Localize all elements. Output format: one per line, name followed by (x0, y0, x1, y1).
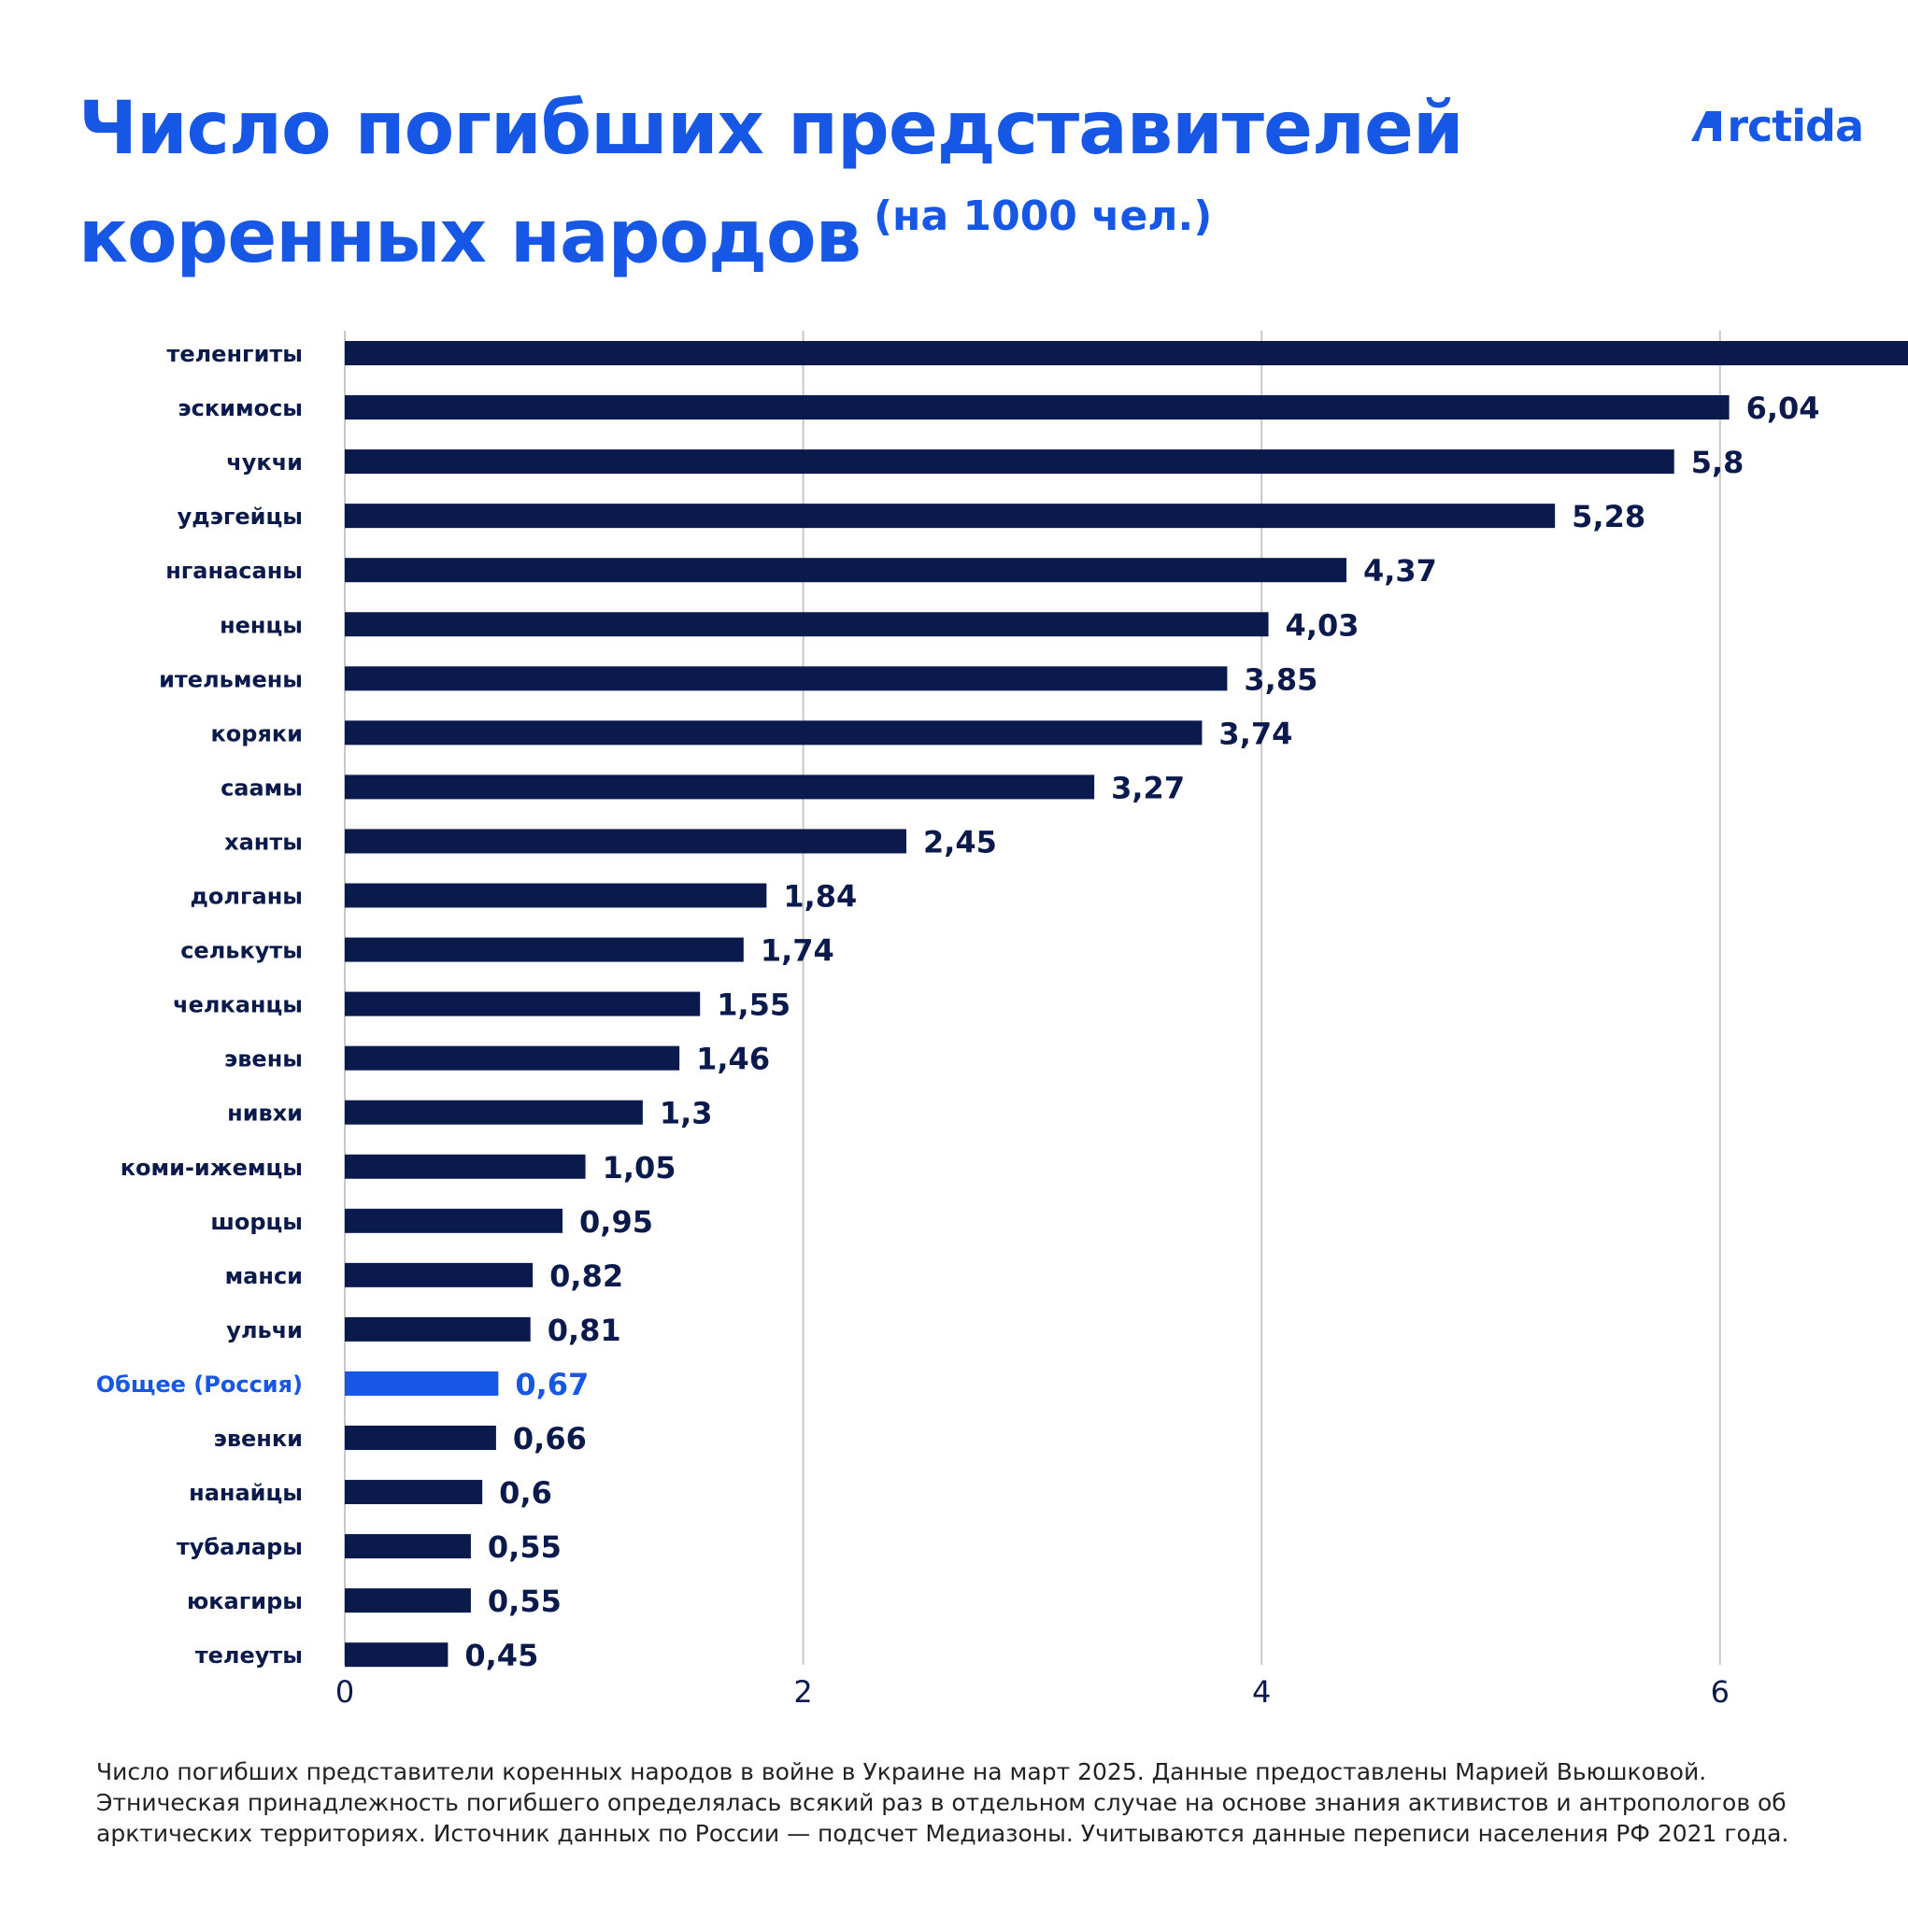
bar (345, 991, 701, 1016)
bar (345, 829, 906, 854)
bar (345, 1534, 471, 1559)
x-tick-label: 6 (1711, 1674, 1730, 1710)
category-label: эскимосы (178, 395, 303, 421)
title-unit: (на 1000 чел.) (873, 192, 1213, 240)
bar-chart: 024681012теленгиты10,26эскимосы6,04чукчи… (96, 331, 1908, 1710)
category-label: тубалары (177, 1534, 303, 1560)
value-label: 2,45 (923, 824, 997, 859)
chart-title: Число погибших представителей коренных н… (78, 86, 1464, 281)
x-tick-label: 0 (335, 1674, 354, 1710)
category-label: коми-ижемцы (121, 1155, 303, 1181)
value-label: 1,46 (696, 1042, 770, 1077)
bar (345, 1100, 643, 1125)
bar (345, 612, 1269, 637)
category-label: юкагиры (187, 1588, 303, 1614)
bar (345, 341, 1908, 365)
bar (345, 1426, 496, 1450)
value-label: 1,84 (783, 879, 857, 915)
value-label: 3,74 (1218, 716, 1292, 751)
value-label: 5,8 (1691, 445, 1744, 480)
bar (345, 720, 1203, 746)
x-tick-label: 2 (793, 1674, 812, 1710)
category-label: чукчи (226, 449, 303, 476)
category-label: телеуты (195, 1642, 303, 1669)
bar (345, 1262, 534, 1287)
value-label: 6,04 (1746, 391, 1820, 426)
value-label: 0,55 (488, 1584, 562, 1619)
bar (345, 1588, 471, 1613)
category-label: эвенки (214, 1426, 303, 1452)
value-label: 0,45 (464, 1638, 538, 1673)
category-label: шорцы (210, 1209, 303, 1235)
value-label: 1,55 (717, 987, 790, 1023)
category-label: удэгейцы (178, 504, 303, 530)
bar (345, 1316, 531, 1342)
bar (345, 1045, 680, 1071)
value-label: 4,37 (1363, 553, 1437, 589)
value-label: 0,6 (499, 1475, 552, 1511)
category-label: ительмены (159, 666, 303, 692)
category-label: эвены (224, 1046, 303, 1073)
chart-caption: Число погибших представители коренных на… (96, 1758, 1789, 1847)
value-label: 3,85 (1244, 661, 1317, 697)
x-tick-label: 4 (1252, 1674, 1271, 1710)
logo-mark-icon (1691, 111, 1722, 141)
bar (345, 1371, 499, 1396)
value-label: 4,03 (1286, 607, 1360, 643)
title-line-2: коренных народов (на 1000 чел.) (78, 173, 1463, 281)
value-label: 0,82 (549, 1258, 623, 1294)
bar (345, 883, 767, 908)
bar (345, 558, 1346, 583)
title-line-2-text: коренных народов (78, 195, 861, 279)
category-label: ханты (224, 829, 303, 855)
bar (345, 449, 1674, 475)
value-label: 0,66 (513, 1421, 587, 1456)
category-label: нганасаны (165, 558, 303, 584)
value-label: 5,28 (1572, 499, 1645, 534)
bar (345, 774, 1095, 800)
arctida-logo: rctida (1687, 101, 1864, 151)
title-line-1: Число погибших представителей (78, 87, 1464, 171)
value-label: 0,67 (515, 1367, 589, 1402)
value-label: 1,74 (761, 933, 834, 969)
category-label: Общее (Россия) (96, 1371, 303, 1398)
category-label: манси (225, 1263, 303, 1289)
value-label: 0,95 (579, 1204, 653, 1240)
bar (345, 1642, 449, 1668)
value-label: 0,55 (488, 1529, 562, 1565)
bar (345, 1154, 586, 1179)
category-label: нивхи (227, 1101, 303, 1127)
logo-text: rctida (1727, 101, 1864, 151)
bar (345, 937, 744, 962)
bar (345, 666, 1228, 691)
category-label: долганы (191, 884, 303, 910)
category-label: нанайцы (189, 1480, 303, 1506)
category-label: саамы (221, 774, 303, 801)
value-label: 1,3 (660, 1096, 713, 1131)
bar (345, 1480, 483, 1505)
bar (345, 395, 1730, 420)
category-label: коряки (211, 720, 303, 746)
category-label: челканцы (173, 992, 303, 1018)
bar (345, 1208, 563, 1233)
bar (345, 504, 1556, 529)
category-label: ульчи (226, 1317, 303, 1343)
category-label: теленгиты (166, 341, 303, 367)
value-label: 3,27 (1111, 770, 1185, 805)
value-label: 0,81 (548, 1313, 621, 1348)
value-label: 1,05 (603, 1150, 676, 1186)
category-label: ненцы (220, 612, 303, 638)
category-label: селькуты (180, 938, 303, 964)
